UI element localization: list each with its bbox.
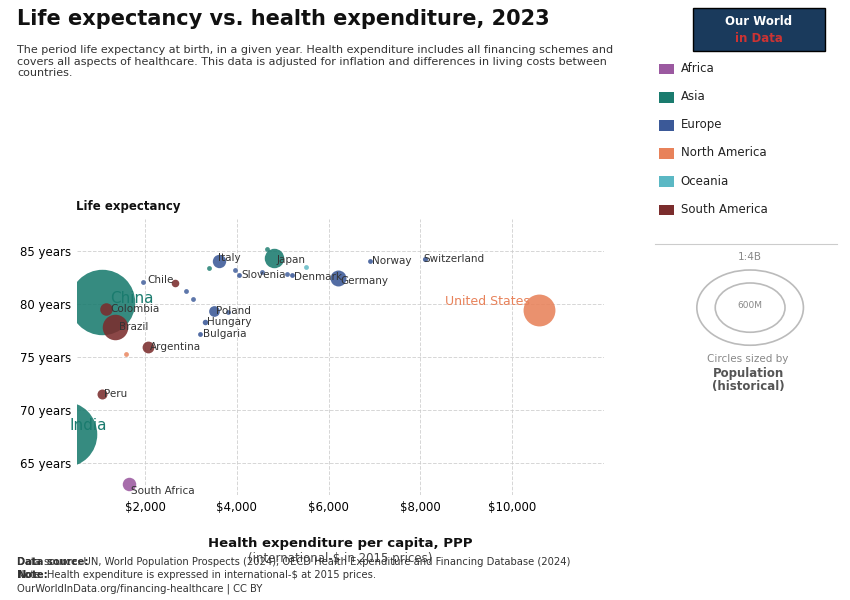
Point — [179, 286, 193, 296]
Text: Italy: Italy — [218, 253, 241, 263]
Text: Life expectancy: Life expectancy — [76, 200, 181, 213]
Point — [168, 278, 182, 287]
Text: South America: South America — [681, 203, 768, 216]
Text: Colombia: Colombia — [110, 304, 159, 314]
Text: Japan: Japan — [276, 256, 305, 265]
Text: Denmark: Denmark — [294, 272, 343, 283]
Point — [331, 274, 344, 283]
Point — [136, 277, 150, 286]
Point — [221, 308, 235, 317]
Text: Chile: Chile — [147, 275, 173, 284]
Text: China: China — [110, 291, 154, 306]
Text: Slovenia: Slovenia — [241, 270, 286, 280]
Point — [363, 257, 377, 266]
Text: Note:: Note: — [17, 570, 48, 580]
Point — [267, 253, 280, 263]
Text: North America: North America — [681, 146, 767, 160]
Point — [198, 317, 212, 327]
Point — [119, 349, 133, 359]
Point — [285, 271, 298, 280]
Text: Asia: Asia — [681, 90, 706, 103]
Text: United States: United States — [445, 295, 530, 308]
Text: South Africa: South Africa — [132, 486, 196, 496]
Text: Brazil: Brazil — [119, 322, 149, 332]
Point — [212, 257, 225, 266]
Text: India: India — [70, 418, 107, 433]
Point — [299, 262, 313, 272]
Point — [141, 343, 155, 352]
Text: 1:4B: 1:4B — [738, 252, 762, 262]
Text: OurWorldInData.org/financing-healthcare | CC BY: OurWorldInData.org/financing-healthcare … — [17, 583, 263, 594]
Text: The period life expectancy at birth, in a given year. Health expenditure include: The period life expectancy at birth, in … — [17, 45, 613, 78]
Text: Switzerland: Switzerland — [423, 254, 484, 265]
Text: Poland: Poland — [216, 307, 251, 316]
Text: Circles sized by: Circles sized by — [707, 354, 789, 364]
Text: (international-$ in 2015 prices): (international-$ in 2015 prices) — [248, 552, 432, 565]
Text: Europe: Europe — [681, 118, 722, 131]
Text: Germany: Germany — [341, 275, 388, 286]
Text: Data source: UN, World Population Prospects (2024); OECD Health Expenditure and : Data source: UN, World Population Prospe… — [17, 557, 570, 567]
Text: Note: Health expenditure is expressed in international-$ at 2015 prices.: Note: Health expenditure is expressed in… — [17, 570, 376, 580]
Point — [57, 430, 71, 439]
Text: in Data: in Data — [734, 32, 783, 46]
Point — [99, 304, 113, 314]
Point — [418, 254, 432, 264]
Point — [207, 307, 221, 316]
Point — [95, 297, 109, 307]
Text: Peru: Peru — [104, 389, 128, 399]
Text: Norway: Norway — [372, 256, 411, 266]
Text: Data source:: Data source: — [17, 557, 88, 567]
Point — [202, 263, 216, 272]
Text: Population: Population — [712, 367, 784, 380]
Text: Argentina: Argentina — [150, 343, 201, 352]
Text: Oceania: Oceania — [681, 175, 729, 188]
Point — [255, 267, 269, 277]
Point — [228, 265, 241, 275]
Text: (historical): (historical) — [711, 380, 785, 394]
Point — [95, 389, 109, 399]
Text: Health expenditure per capita, PPP: Health expenditure per capita, PPP — [207, 537, 473, 550]
Point — [260, 244, 274, 254]
Point — [186, 294, 200, 304]
Text: Our World: Our World — [725, 15, 792, 28]
Text: Hungary: Hungary — [207, 317, 252, 327]
Text: Bulgaria: Bulgaria — [202, 329, 246, 338]
Text: Life expectancy vs. health expenditure, 2023: Life expectancy vs. health expenditure, … — [17, 9, 550, 29]
Point — [194, 329, 207, 338]
Point — [232, 271, 246, 280]
Point — [109, 322, 122, 332]
Point — [280, 269, 294, 279]
Text: 600M: 600M — [738, 301, 762, 310]
Point — [122, 479, 136, 489]
Point — [533, 305, 547, 315]
Text: Africa: Africa — [681, 62, 715, 75]
